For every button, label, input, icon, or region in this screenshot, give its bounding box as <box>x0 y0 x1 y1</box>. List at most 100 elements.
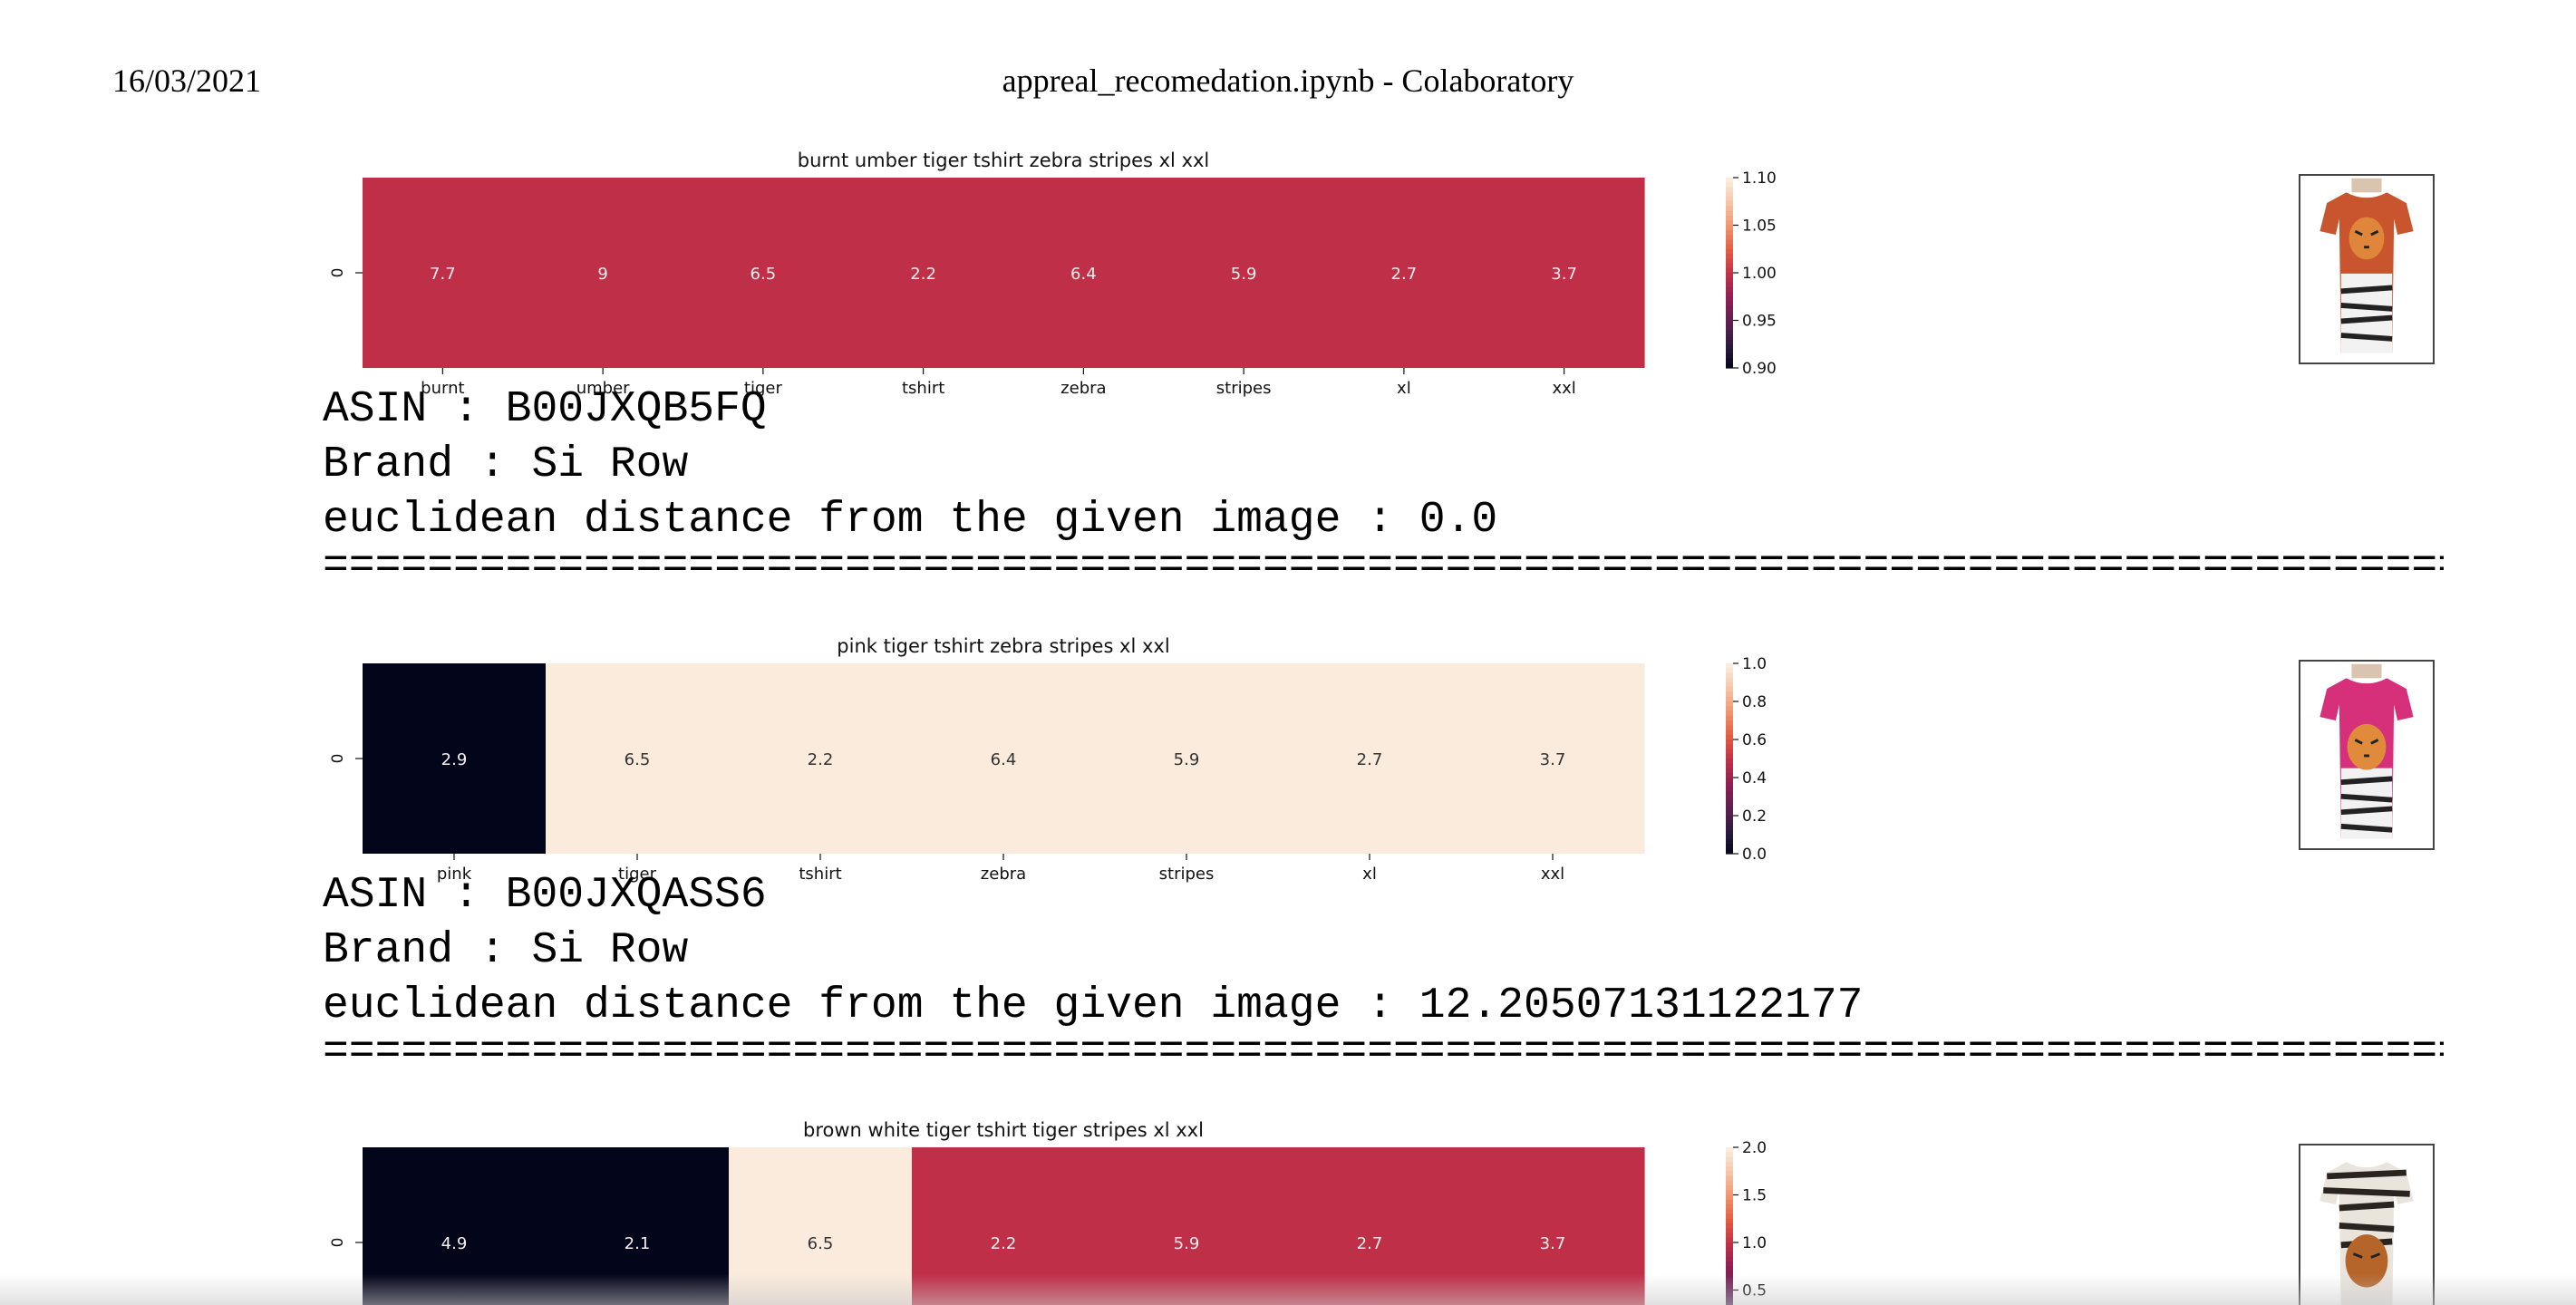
heatmap-x-label: zebra <box>981 865 1026 884</box>
heatmap-x-label: zebra <box>1060 379 1106 398</box>
heatmap-cell-label: 2.7 <box>1357 1234 1383 1253</box>
tiger-tshirt-pink-thumbnail-icon <box>2300 662 2433 848</box>
heatmap-cell-label: 3.7 <box>1540 1234 1566 1253</box>
heatmap-cell <box>1484 178 1645 368</box>
colorbar-segment <box>1726 1166 1733 1172</box>
heatmap-cell-label: 6.4 <box>1070 265 1097 284</box>
heatmap-row-label: 0 <box>329 1238 347 1248</box>
colorbar-segment <box>1726 753 1733 759</box>
colorbar-segment <box>1726 353 1733 360</box>
colorbar-segment <box>1726 197 1733 202</box>
colorbar-tick-label: 0.4 <box>1742 769 1767 788</box>
colorbar-segment <box>1726 1247 1733 1253</box>
product-thumbnail[interactable] <box>2299 660 2435 850</box>
colorbar-segment <box>1726 311 1733 316</box>
colorbar-segment <box>1726 343 1733 350</box>
colorbar-segment <box>1726 1190 1733 1196</box>
heatmap-cell <box>546 663 730 854</box>
colorbar-segment <box>1726 254 1733 259</box>
result-block: brown white tiger tshirt tiger stripes x… <box>0 1115 2576 1305</box>
heatmap-cell <box>546 1147 730 1305</box>
colorbar-segment <box>1726 672 1733 679</box>
colorbar-segment <box>1726 1290 1733 1296</box>
colorbar-segment <box>1726 292 1733 297</box>
colorbar-segment <box>1726 182 1733 188</box>
colorbar-tick-label: 1.0 <box>1742 1234 1767 1252</box>
heatmap-cell <box>843 178 1004 368</box>
colorbar-segment <box>1726 1223 1733 1229</box>
heatmap-title: pink tiger tshirt zebra stripes xl xxl <box>837 635 1169 657</box>
colorbar-segment <box>1726 239 1733 246</box>
heatmap-cell <box>729 1147 913 1305</box>
colorbar-segment <box>1726 1271 1733 1277</box>
brand-line: Brand : Si Row <box>323 926 689 975</box>
colorbar-segment <box>1726 206 1733 212</box>
heatmap-cell <box>522 178 684 368</box>
heatmap-cell <box>1278 1147 1462 1305</box>
brand-line: Brand : Si Row <box>323 440 689 489</box>
heatmap-cell-label: 4.9 <box>441 1234 468 1253</box>
colorbar-segment <box>1726 730 1733 736</box>
colorbar-segment <box>1726 791 1733 798</box>
colorbar-segment <box>1726 782 1733 788</box>
colorbar-segment <box>1726 1180 1733 1186</box>
colorbar-segment <box>1726 191 1733 198</box>
heatmap-x-label: pink <box>437 865 472 884</box>
heatmap-x-label: tshirt <box>902 379 944 398</box>
colorbar-segment <box>1726 229 1733 236</box>
heatmap-x-label: umber <box>576 379 630 398</box>
colorbar-segment <box>1726 286 1733 293</box>
heatmap-cell-label: 7.7 <box>430 265 456 284</box>
heatmap-cell-label: 6.5 <box>625 750 651 769</box>
colorbar-segment <box>1726 1256 1733 1262</box>
heatmap-cell-label: 2.2 <box>991 1234 1017 1253</box>
colorbar-tick-label: 1.05 <box>1742 218 1777 236</box>
colorbar-segment <box>1726 696 1733 702</box>
heatmap-cell <box>1461 663 1645 854</box>
colorbar-segment <box>1726 848 1733 855</box>
heatmap-cell-label: 5.9 <box>1231 265 1257 284</box>
colorbar-segment <box>1726 740 1733 745</box>
colorbar-segment <box>1726 1171 1733 1177</box>
colorbar-segment <box>1726 1228 1733 1234</box>
colorbar-segment <box>1726 839 1733 846</box>
colorbar-segment <box>1726 277 1733 284</box>
heatmap-chart: brown white tiger tshirt tiger stripes x… <box>329 1119 1767 1305</box>
colorbar-segment <box>1726 1199 1733 1205</box>
heatmap-title: burnt umber tiger tshirt zebra stripes x… <box>798 150 1210 171</box>
colorbar-segment <box>1726 210 1733 217</box>
colorbar-segment <box>1726 1275 1733 1281</box>
colorbar-segment <box>1726 763 1733 769</box>
colorbar-segment <box>1726 787 1733 793</box>
colorbar-segment <box>1726 1209 1733 1215</box>
heatmap-chart: burnt umber tiger tshirt zebra stripes x… <box>329 150 1777 398</box>
colorbar-segment <box>1726 825 1733 831</box>
colorbar-segment <box>1726 201 1733 208</box>
colorbar-segment <box>1726 797 1733 802</box>
colorbar-segment <box>1726 734 1733 740</box>
colorbar-tick-label: 0.90 <box>1742 360 1777 378</box>
colorbar-segment <box>1726 844 1733 850</box>
colorbar-segment <box>1726 1262 1733 1267</box>
colorbar-segment <box>1726 1156 1733 1163</box>
asin-line: ASIN : B00JXQB5FQ <box>323 385 767 434</box>
heatmap-cell <box>1095 1147 1279 1305</box>
heatmap-title: brown white tiger tshirt tiger stripes x… <box>803 1119 1204 1141</box>
colorbar-segment <box>1726 1175 1733 1182</box>
colorbar-segment <box>1726 216 1733 221</box>
colorbar-tick-label: 0.5 <box>1742 1282 1767 1300</box>
colorbar-segment <box>1726 687 1733 693</box>
colorbar-segment <box>1726 248 1733 255</box>
colorbar-tick-label: 1.00 <box>1742 265 1777 283</box>
colorbar-segment <box>1726 324 1733 331</box>
heatmap-cell-label: 2.7 <box>1391 265 1418 284</box>
colorbar-tick-label: 0.95 <box>1742 313 1777 331</box>
heatmap-x-label: tiger <box>618 865 657 884</box>
colorbar-segment <box>1726 267 1733 274</box>
product-thumbnail[interactable] <box>2299 174 2435 364</box>
heatmap-x-label: xxl <box>1552 379 1575 398</box>
heatmap-cell-label: 9 <box>597 265 607 284</box>
tiger-tshirt-orange-thumbnail-icon <box>2300 176 2433 362</box>
colorbar-segment <box>1726 358 1733 364</box>
product-thumbnail[interactable] <box>2299 1144 2435 1305</box>
